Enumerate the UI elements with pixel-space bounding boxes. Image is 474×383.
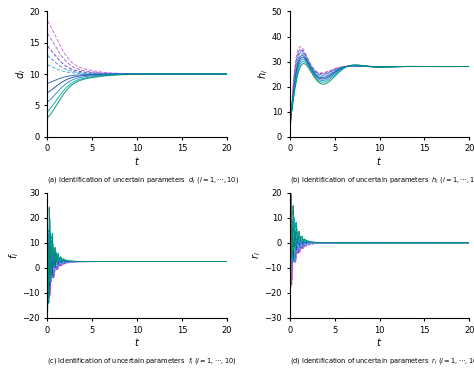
Y-axis label: $d_i$: $d_i$	[14, 69, 28, 79]
Y-axis label: $r_i$: $r_i$	[250, 251, 263, 259]
Text: (c) Identification of uncertain parameters  $f_i$ ($i=1,\cdots,10$): (c) Identification of uncertain paramete…	[47, 356, 237, 366]
Text: (b) Identification of uncertain parameters  $h_i$ ($i=1,\cdots,10$): (b) Identification of uncertain paramete…	[290, 175, 474, 185]
X-axis label: $t$: $t$	[376, 336, 383, 348]
X-axis label: $t$: $t$	[134, 336, 140, 348]
Y-axis label: $h_i$: $h_i$	[256, 69, 270, 79]
X-axis label: $t$: $t$	[134, 155, 140, 167]
Y-axis label: $f_i$: $f_i$	[7, 252, 21, 259]
Text: (a) Identification of uncertain parameters  $d_i$ ($i=1,\cdots,10$): (a) Identification of uncertain paramete…	[47, 175, 239, 185]
X-axis label: $t$: $t$	[376, 155, 383, 167]
Text: (d) Identification of uncertain parameters  $r_i$ ($i=1,\cdots,10$): (d) Identification of uncertain paramete…	[290, 356, 474, 366]
